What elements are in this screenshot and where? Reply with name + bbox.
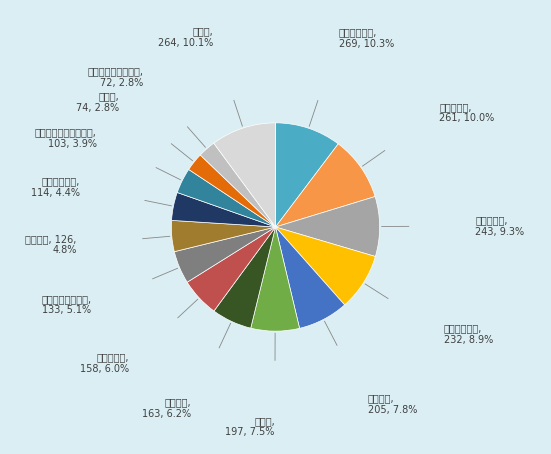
- Wedge shape: [251, 227, 300, 331]
- Wedge shape: [171, 220, 276, 252]
- Text: ソノラ,
74, 2.8%: ソノラ, 74, 2.8%: [77, 92, 120, 113]
- Wedge shape: [200, 143, 276, 227]
- Wedge shape: [187, 227, 276, 311]
- Text: ハリスコ, 126,
4.8%: ハリスコ, 126, 4.8%: [25, 234, 77, 255]
- Text: プエブラ,
163, 6.2%: プエブラ, 163, 6.2%: [142, 397, 191, 419]
- Wedge shape: [177, 169, 276, 227]
- Text: ヌエポレオン,
232, 8.9%: ヌエポレオン, 232, 8.9%: [444, 323, 493, 345]
- Text: サンルイスポトシ,
133, 5.1%: サンルイスポトシ, 133, 5.1%: [41, 294, 91, 316]
- Wedge shape: [276, 227, 375, 305]
- Wedge shape: [188, 155, 276, 227]
- Text: その他,
264, 10.1%: その他, 264, 10.1%: [158, 26, 213, 48]
- Wedge shape: [276, 123, 338, 227]
- Wedge shape: [174, 227, 276, 282]
- Text: チワワ,
197, 7.5%: チワワ, 197, 7.5%: [225, 416, 275, 437]
- Wedge shape: [214, 123, 276, 227]
- Text: バハカリフォルニア,
72, 2.8%: バハカリフォルニア, 72, 2.8%: [88, 66, 144, 88]
- Text: アグアスカリエンテス,
103, 3.9%: アグアスカリエンテス, 103, 3.9%: [35, 127, 97, 149]
- Wedge shape: [276, 227, 344, 328]
- Wedge shape: [276, 197, 380, 257]
- Wedge shape: [214, 227, 276, 328]
- Text: メキシコ州,
261, 10.0%: メキシコ州, 261, 10.0%: [439, 102, 494, 123]
- Wedge shape: [276, 144, 375, 227]
- Text: タマウリパス,
114, 4.4%: タマウリパス, 114, 4.4%: [31, 177, 80, 198]
- Text: メキシコ市,
158, 6.0%: メキシコ市, 158, 6.0%: [80, 352, 129, 374]
- Wedge shape: [171, 192, 276, 227]
- Text: コアウイラ,
243, 9.3%: コアウイラ, 243, 9.3%: [475, 215, 524, 237]
- Text: ケレタロ,
205, 7.8%: ケレタロ, 205, 7.8%: [368, 393, 417, 415]
- Text: グアナファト,
269, 10.3%: グアナファト, 269, 10.3%: [339, 27, 394, 49]
